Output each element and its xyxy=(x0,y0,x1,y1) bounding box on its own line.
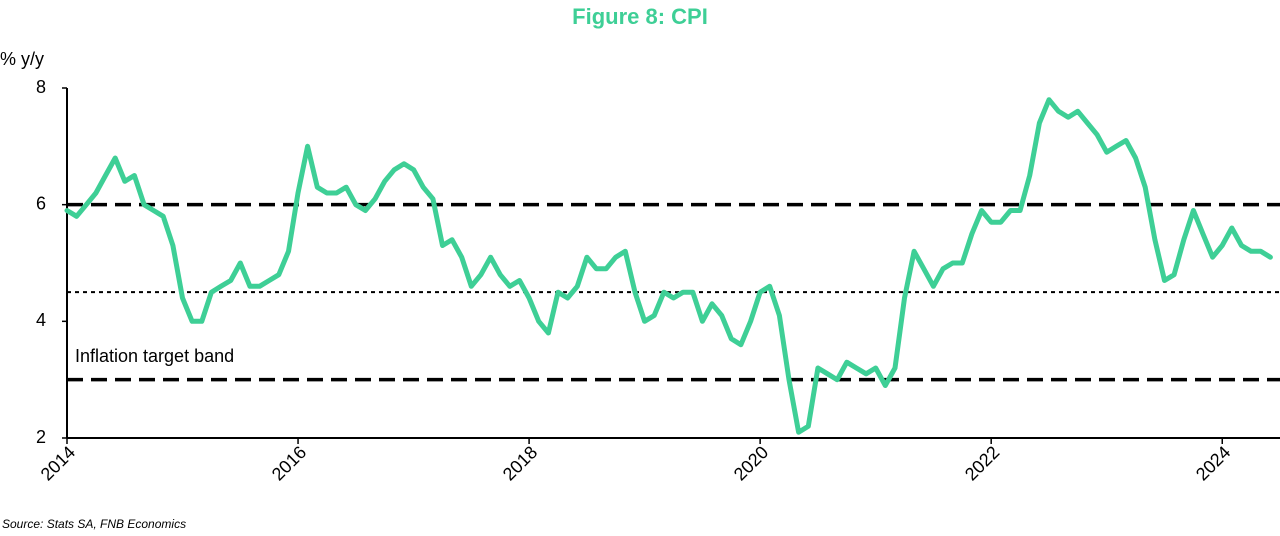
y-tick-label: 6 xyxy=(36,193,46,213)
x-tick-label: 2014 xyxy=(37,442,79,484)
y-tick-label: 2 xyxy=(36,427,46,447)
x-tick-label: 2024 xyxy=(1192,442,1234,484)
y-tick-label: 8 xyxy=(36,77,46,97)
source: Source: Stats SA, FNB Economics xyxy=(2,517,186,531)
x-tick-label: 2022 xyxy=(961,442,1003,484)
y-tick-label: 4 xyxy=(36,310,46,330)
x-tick-label: 2018 xyxy=(499,442,541,484)
x-tick-label: 2016 xyxy=(268,442,310,484)
annotation: Inflation target band xyxy=(75,346,234,366)
chart-title: Figure 8: CPI xyxy=(572,4,708,29)
cpi-line xyxy=(64,97,1273,435)
y-axis-label: % y/y xyxy=(0,49,44,69)
x-tick-label: 2020 xyxy=(730,442,772,484)
